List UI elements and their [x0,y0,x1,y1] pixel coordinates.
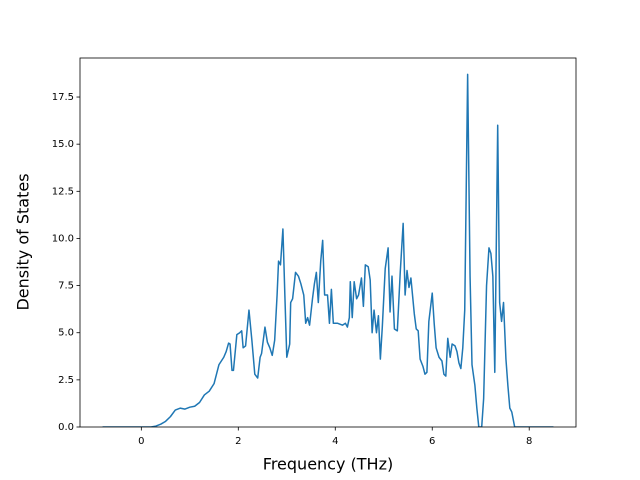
plot-frame [79,57,577,428]
data-line [102,73,554,427]
x-tick-label: 4 [332,436,338,447]
x-tick-label: 6 [429,436,435,447]
x-axis-label: Frequency (THz) [263,455,393,474]
y-tick-label: 10.0 [52,233,74,244]
y-tick-label: 2.5 [58,375,74,386]
y-tick-label: 12.5 [52,186,74,197]
y-tick-label: 7.5 [58,281,74,292]
y-tick-label: 17.5 [52,92,74,103]
x-tick-label: 8 [526,436,532,447]
x-tick-label: 0 [138,436,144,447]
y-tick-label: 5.0 [58,328,74,339]
y-tick-label: 0.0 [58,422,74,433]
y-axis-label: Density of States [14,173,33,310]
x-tick-label: 2 [235,436,241,447]
y-tick-label: 15.0 [52,139,74,150]
